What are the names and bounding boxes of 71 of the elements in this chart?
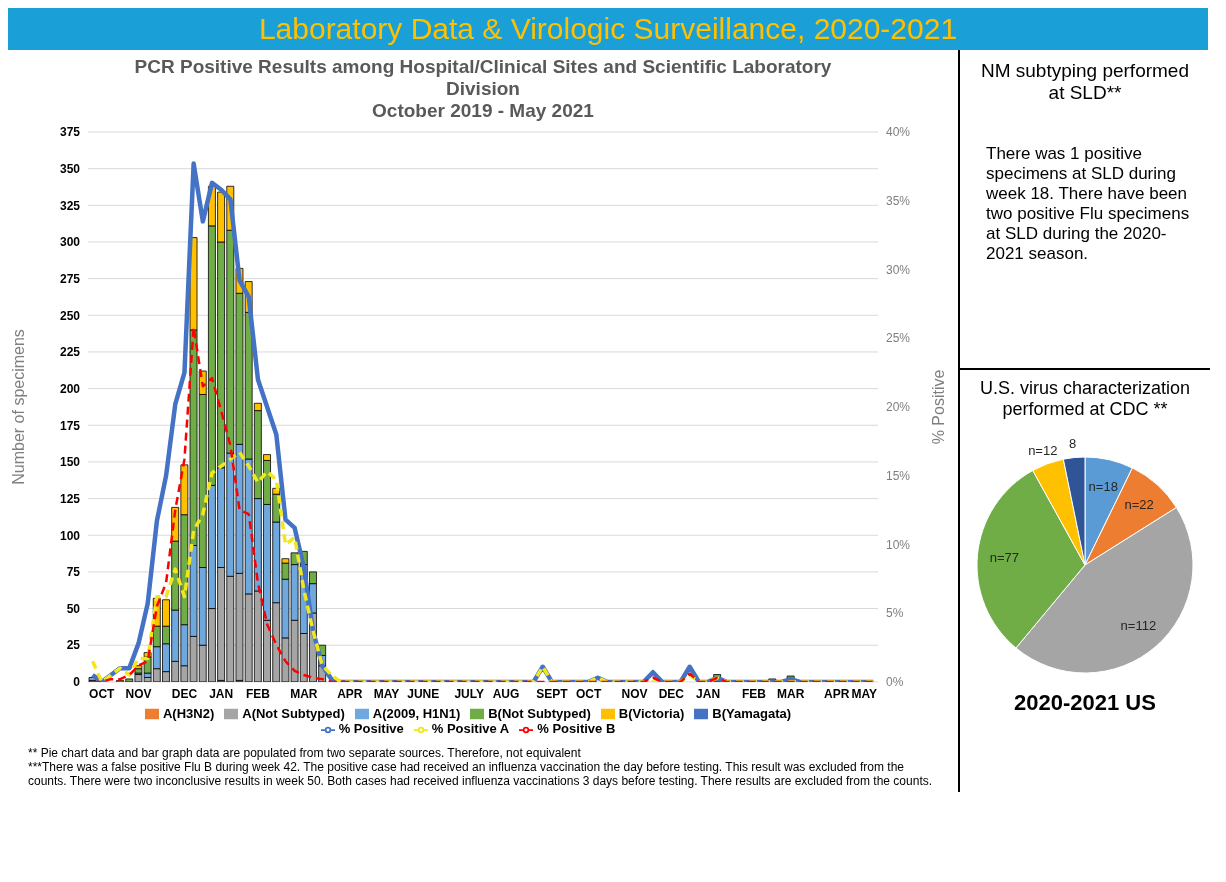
- text: ** Pie chart data and bar graph data are populated from two separate sources. Therefore, not equivalent: [28, 746, 582, 760]
- y-tick-label: 150: [59, 455, 81, 470]
- y-tick-label: 225: [59, 345, 81, 360]
- y-axis-title: Number of specimens: [9, 329, 27, 485]
- x-tick-label: MAR: [777, 687, 805, 702]
- legend-label: % Positive B: [537, 721, 616, 737]
- x-tick-label: MAY: [373, 687, 400, 702]
- x-tick-label: JAN: [209, 687, 234, 702]
- x-tick-label: DEC: [658, 687, 685, 702]
- x-tick-label: OCT: [89, 687, 116, 702]
- y-tick-label: 175: [59, 418, 81, 433]
- x-tick-label: JUNE: [407, 687, 440, 702]
- y-tick-label: 100: [59, 528, 81, 543]
- legend-label: % Positive A: [431, 721, 510, 737]
- x-tick-label: AUG: [492, 687, 520, 702]
- y2-tick-label: 0%: [886, 675, 904, 690]
- y2-tick-label: 40%: [886, 125, 911, 140]
- text: NM subtyping performed at SLD**: [979, 60, 1190, 104]
- y-tick-label: 50: [66, 601, 81, 616]
- legend-label: B(Victoria): [618, 705, 685, 721]
- legend-label: A(Not Subtyped): [242, 705, 345, 721]
- y-tick-label: 350: [59, 161, 81, 176]
- y-tick-label: 300: [59, 235, 81, 250]
- x-tick-label: SEPT: [536, 687, 569, 702]
- data-label: n=112: [1120, 618, 1157, 634]
- y-tick-label: 375: [59, 125, 81, 140]
- x-tick-label: DEC: [171, 687, 198, 702]
- text: 2020-2021 US: [1013, 690, 1157, 716]
- y2-tick-label: 5%: [886, 606, 904, 621]
- text: There was 1 positive specimens at SLD during week 18. There have been two positive Flu specimens at SLD during the 2020-2021 season.: [985, 144, 1191, 264]
- text: ***There was a false positive Flu B during week 42. The positive case had received an influenza vaccination the day before testing. This result was excluded from the counts. There were two inconclusive results in week 50. Both cases had received influenza vaccinations 3 days before testing. There results are excluded from the counts.: [28, 760, 934, 788]
- y2-tick-label: 15%: [886, 468, 911, 483]
- y2-axis-title: % Positive: [929, 369, 947, 445]
- x-tick-label: NOV: [125, 687, 152, 702]
- y-tick-label: 200: [59, 381, 81, 396]
- chart-title: PCR Positive Results among Hospital/Clinical Sites and Scientific Laboratory Division: [133, 56, 833, 100]
- data-label: n=18: [1088, 478, 1118, 494]
- data-label: n=12: [1028, 443, 1058, 459]
- y2-tick-label: 30%: [886, 262, 911, 277]
- chart-title: U.S. virus characterization performed at CDC **: [978, 378, 1192, 420]
- y-tick-label: 250: [59, 308, 81, 323]
- legend-label: B(Yamagata): [712, 705, 792, 721]
- legend-label: A(H3N2): [162, 705, 215, 721]
- x-tick-label: JAN: [696, 687, 721, 702]
- data-label: n=22: [1124, 497, 1154, 513]
- x-tick-label: APR: [337, 687, 363, 702]
- y-tick-label: 0: [73, 675, 81, 690]
- y2-tick-label: 35%: [886, 193, 911, 208]
- legend-label: A(2009, H1N1): [372, 705, 461, 721]
- x-tick-label: JULY: [454, 687, 485, 702]
- y2-tick-label: 20%: [886, 400, 911, 415]
- y-tick-label: 325: [59, 198, 81, 213]
- text: Laboratory Data & Virologic Surveillance, 2020-2021: [8, 8, 1208, 50]
- x-tick-label: APR: [823, 687, 850, 702]
- x-tick-label: NOV: [621, 687, 648, 702]
- data-label: 8: [1069, 436, 1077, 452]
- legend-label: % Positive: [338, 721, 404, 737]
- y2-tick-label: 25%: [886, 331, 911, 346]
- x-tick-label: FEB: [741, 687, 767, 702]
- x-tick-label: MAR: [290, 687, 318, 702]
- y2-tick-label: 10%: [886, 537, 911, 552]
- y-tick-label: 125: [59, 491, 81, 506]
- x-tick-label: OCT: [575, 687, 602, 702]
- y-tick-label: 25: [66, 638, 81, 653]
- data-label: n=77: [989, 549, 1020, 565]
- x-tick-label: FEB: [245, 687, 271, 702]
- y-tick-label: 75: [66, 565, 81, 580]
- y-tick-label: 275: [59, 271, 81, 286]
- x-tick-label: MAY: [851, 687, 878, 702]
- legend-label: B(Not Subtyped): [488, 705, 591, 721]
- chart-subtitle: October 2019 - May 2021: [371, 100, 595, 122]
